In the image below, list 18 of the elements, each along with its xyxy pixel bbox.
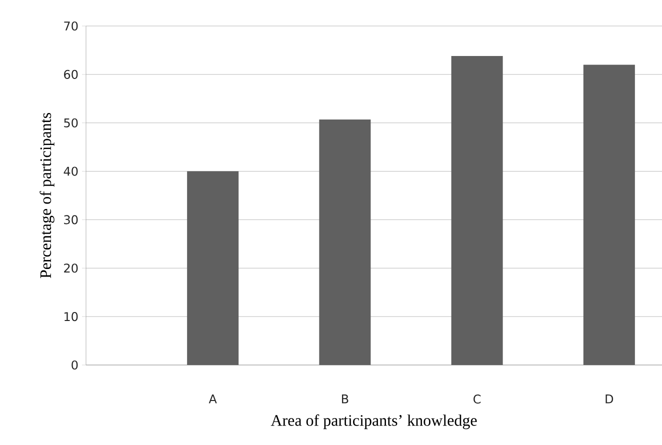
y-tick-label: 0: [72, 360, 78, 370]
y-tick-label: 50: [64, 118, 78, 128]
x-axis-title: Area of participants’ knowledge: [270, 414, 477, 430]
y-tick-label: 20: [64, 264, 78, 273]
y-tick-label: 40: [64, 166, 78, 176]
y-tick-label: 30: [64, 215, 78, 224]
y-axis-title: Percentage of participants: [40, 112, 54, 278]
bar: [451, 56, 503, 365]
bar: [187, 171, 239, 365]
y-tick-label: 60: [64, 70, 78, 79]
x-tick-label: A: [208, 394, 217, 404]
x-tick-label: C: [474, 394, 481, 404]
x-tick-label: D: [606, 394, 614, 404]
bar: [319, 119, 371, 365]
y-tick-label: 10: [64, 312, 78, 322]
y-tick-label: 70: [64, 21, 78, 31]
x-tick-label: B: [342, 394, 348, 404]
bar: [583, 64, 635, 365]
